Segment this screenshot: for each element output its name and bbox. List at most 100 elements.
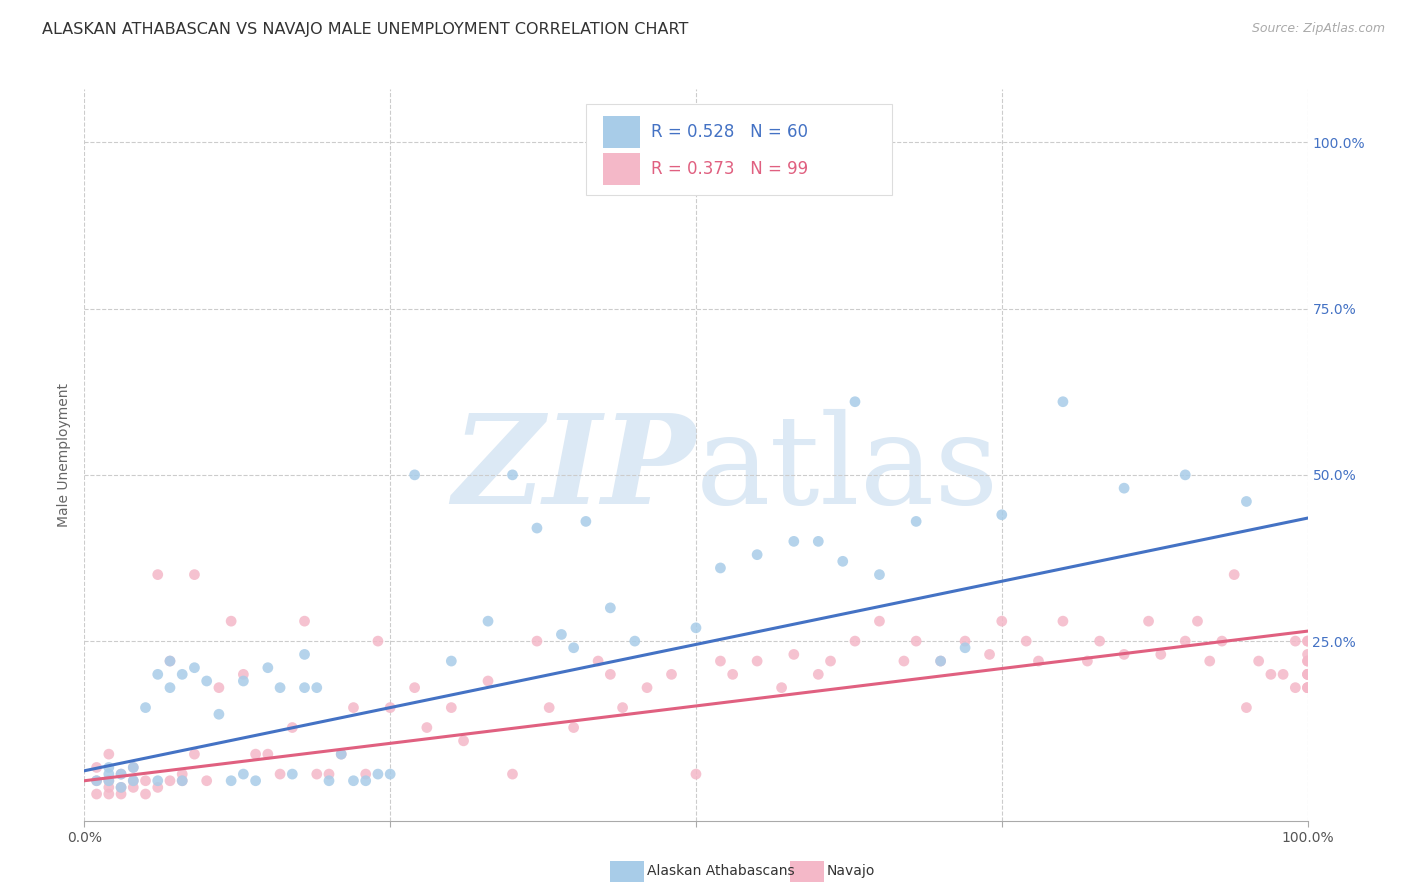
Point: [416, 721, 439, 735]
Point: [1236, 494, 1258, 508]
Point: [367, 634, 389, 648]
Point: [172, 773, 194, 788]
Point: [1284, 681, 1306, 695]
Text: R = 0.528   N = 60: R = 0.528 N = 60: [651, 123, 807, 141]
Point: [502, 767, 524, 781]
Point: [97, 773, 120, 788]
Point: [232, 767, 254, 781]
Point: [636, 681, 658, 695]
Point: [1198, 654, 1220, 668]
Point: [159, 654, 181, 668]
Point: [1174, 634, 1197, 648]
Point: [86, 760, 108, 774]
Point: [97, 747, 120, 761]
Point: [953, 640, 976, 655]
Point: [807, 667, 830, 681]
Point: [893, 654, 915, 668]
Point: [1247, 654, 1270, 668]
Point: [195, 773, 218, 788]
Point: [1052, 394, 1074, 409]
Point: [685, 767, 707, 781]
Point: [929, 654, 952, 668]
Text: atlas: atlas: [696, 409, 1000, 530]
Point: [86, 773, 108, 788]
Point: [869, 567, 891, 582]
Point: [807, 534, 830, 549]
Point: [122, 773, 145, 788]
Point: [1296, 654, 1319, 668]
Point: [953, 634, 976, 648]
Point: [86, 787, 108, 801]
Point: [159, 654, 181, 668]
Point: [294, 681, 316, 695]
Text: ZIP: ZIP: [453, 409, 696, 531]
Point: [97, 773, 120, 788]
Point: [562, 640, 585, 655]
Point: [380, 767, 402, 781]
Point: [1076, 654, 1098, 668]
Point: [1260, 667, 1282, 681]
Point: [97, 787, 120, 801]
Point: [1296, 648, 1319, 662]
Point: [929, 654, 952, 668]
Point: [195, 673, 218, 688]
Point: [1284, 634, 1306, 648]
Point: [721, 667, 744, 681]
Point: [1211, 634, 1233, 648]
Point: [305, 767, 328, 781]
Point: [110, 780, 132, 795]
Point: [783, 534, 806, 549]
Point: [330, 747, 353, 761]
Point: [172, 773, 194, 788]
Point: [747, 548, 769, 562]
Point: [122, 760, 145, 774]
Point: [844, 634, 866, 648]
Point: [97, 767, 120, 781]
Point: [172, 767, 194, 781]
Point: [281, 767, 304, 781]
Point: [208, 707, 231, 722]
Point: [294, 648, 316, 662]
Point: [269, 681, 291, 695]
Point: [1114, 648, 1136, 662]
Point: [783, 648, 806, 662]
Point: [1137, 614, 1160, 628]
Point: [294, 614, 316, 628]
Point: [1296, 667, 1319, 681]
Point: [135, 787, 157, 801]
FancyBboxPatch shape: [603, 116, 640, 148]
Point: [979, 648, 1001, 662]
Point: [122, 760, 145, 774]
Y-axis label: Male Unemployment: Male Unemployment: [58, 383, 72, 527]
Point: [97, 780, 120, 795]
Point: [122, 773, 145, 788]
Point: [905, 634, 928, 648]
Point: [599, 667, 621, 681]
Point: [1296, 667, 1319, 681]
Text: Navajo: Navajo: [827, 864, 875, 879]
Point: [709, 654, 731, 668]
Point: [159, 681, 181, 695]
Point: [257, 661, 280, 675]
Point: [404, 681, 426, 695]
Point: [831, 554, 853, 568]
Point: [172, 667, 194, 681]
Point: [330, 747, 353, 761]
Point: [281, 721, 304, 735]
Point: [1088, 634, 1111, 648]
Point: [219, 773, 242, 788]
Point: [709, 561, 731, 575]
Point: [342, 773, 364, 788]
Point: [599, 600, 621, 615]
Point: [146, 667, 169, 681]
Point: [97, 760, 120, 774]
Point: [135, 773, 157, 788]
Point: [991, 614, 1014, 628]
Point: [122, 780, 145, 795]
Point: [624, 634, 647, 648]
Point: [367, 767, 389, 781]
Point: [869, 614, 891, 628]
Point: [586, 654, 609, 668]
Point: [1296, 681, 1319, 695]
Point: [146, 567, 169, 582]
